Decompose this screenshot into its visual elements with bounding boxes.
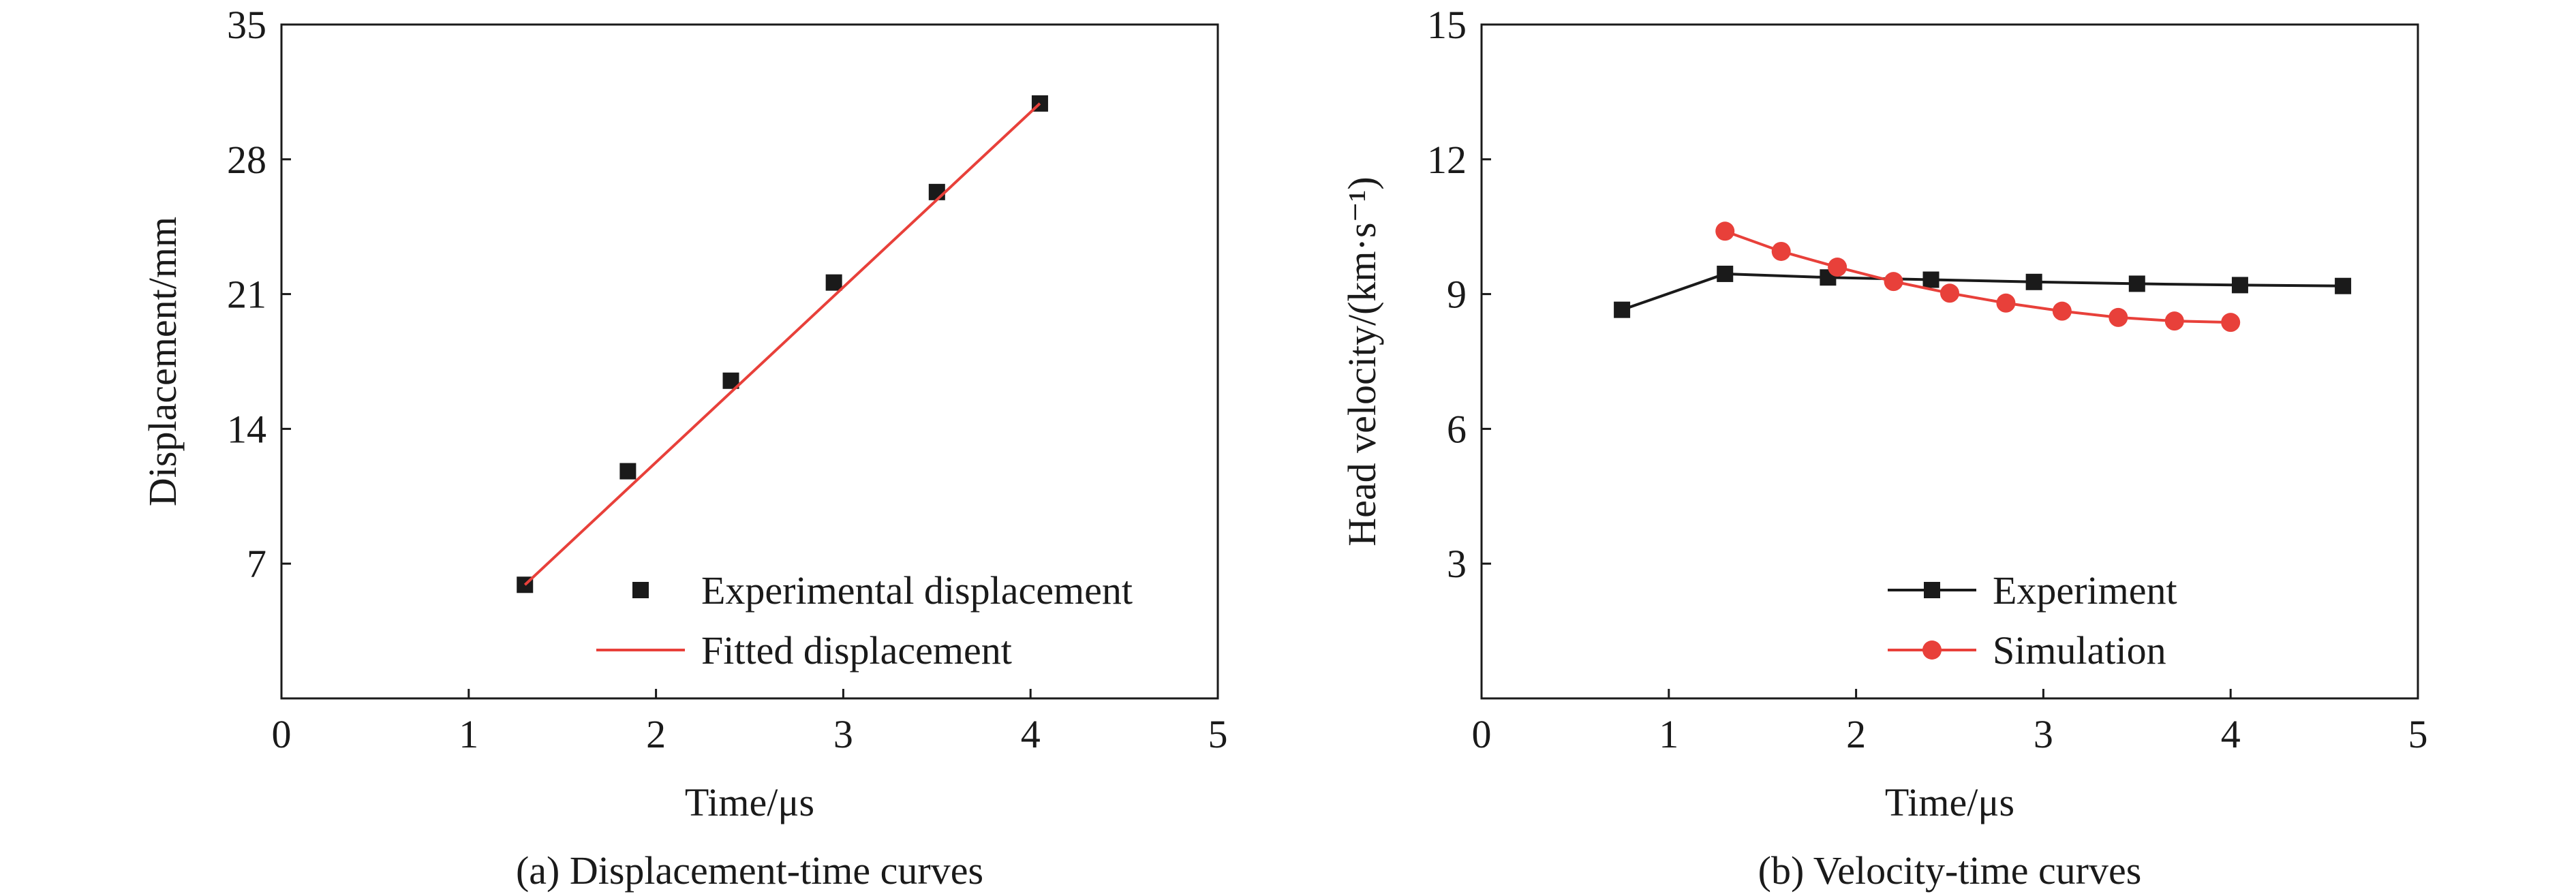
x-axis-title: Time/μs bbox=[1885, 780, 2014, 824]
data-point bbox=[1771, 241, 1791, 261]
data-point bbox=[619, 463, 637, 480]
y-tick-label: 14 bbox=[227, 407, 266, 451]
data-point bbox=[2335, 277, 2352, 294]
y-tick-label: 6 bbox=[1447, 407, 1467, 451]
data-point bbox=[2221, 313, 2241, 333]
legend-label: Experimental displacement bbox=[701, 568, 1133, 613]
series-line bbox=[1621, 272, 2344, 311]
y-tick-label: 9 bbox=[1447, 273, 1467, 317]
y-tick-label: 15 bbox=[1427, 3, 1467, 47]
x-tick-label: 2 bbox=[646, 712, 666, 756]
y-tick-label: 28 bbox=[227, 138, 266, 182]
series-fitted-displacement bbox=[523, 102, 1041, 586]
data-point bbox=[1996, 293, 2016, 313]
data-point bbox=[1715, 221, 1735, 241]
chart-panel-1: 0 1 2 3 4 5 7 14 21 28 35 Time/μs Displacement/mm (a)… bbox=[140, 3, 1228, 893]
data-point bbox=[928, 183, 945, 200]
y-axis-title: Head velocity/(km·s⁻¹) bbox=[1340, 176, 1384, 546]
y-tick-label: 35 bbox=[227, 3, 266, 47]
series-line bbox=[523, 102, 1041, 586]
y-tick-label: 3 bbox=[1447, 542, 1467, 586]
x-tick-label: 4 bbox=[1021, 712, 1041, 756]
data-point bbox=[2128, 275, 2145, 292]
x-axis-title: Time/μs bbox=[685, 780, 814, 824]
legend-label: Fitted displacement bbox=[701, 628, 1012, 673]
data-point bbox=[1940, 283, 1959, 303]
series-simulation bbox=[1715, 221, 2241, 333]
x-tick-label: 1 bbox=[459, 712, 478, 756]
legend-entry: Experimental displacement bbox=[632, 568, 1133, 613]
legend-entry: Experiment bbox=[1888, 568, 2177, 613]
data-point bbox=[1922, 271, 1939, 288]
legend-entry: Fitted displacement bbox=[596, 628, 1012, 673]
x-tick-label: 2 bbox=[1846, 712, 1866, 756]
y-axis-title: Displacement/mm bbox=[140, 217, 185, 506]
data-point bbox=[2164, 311, 2184, 331]
data-point bbox=[2109, 307, 2128, 327]
legend-label: Simulation bbox=[1993, 628, 2166, 673]
data-point bbox=[1614, 301, 1631, 318]
plot-frame bbox=[1480, 23, 2419, 700]
legend-marker bbox=[1924, 582, 1940, 598]
data-point bbox=[2231, 277, 2248, 294]
data-point bbox=[2025, 273, 2042, 290]
data-point bbox=[1884, 272, 1903, 292]
x-tick-label: 5 bbox=[1208, 712, 1228, 756]
legend-entry: Simulation bbox=[1888, 628, 2166, 673]
legend-marker bbox=[1922, 640, 1942, 660]
x-tick-label: 0 bbox=[1472, 712, 1492, 756]
x-tick-label: 3 bbox=[833, 712, 853, 756]
x-tick-label: 5 bbox=[2408, 712, 2428, 756]
x-tick-label: 0 bbox=[272, 712, 292, 756]
data-point bbox=[1828, 258, 1847, 277]
plot-frame bbox=[280, 23, 1219, 700]
y-tick-label: 21 bbox=[227, 273, 266, 317]
y-tick-label: 12 bbox=[1427, 138, 1467, 182]
data-point bbox=[825, 274, 842, 291]
data-point bbox=[2052, 301, 2072, 321]
chart-caption: (b) Velocity-time curves bbox=[1758, 848, 2142, 893]
series-line bbox=[1724, 230, 2231, 324]
chart-caption: (a) Displacement-time curves bbox=[516, 848, 983, 893]
y-tick-label: 7 bbox=[247, 542, 266, 586]
x-tick-label: 4 bbox=[2221, 712, 2241, 756]
legend-label: Experiment bbox=[1993, 568, 2177, 613]
series-experiment bbox=[1614, 265, 2352, 318]
legend-marker bbox=[632, 582, 649, 598]
x-tick-label: 3 bbox=[2034, 712, 2053, 756]
data-point bbox=[1717, 265, 1734, 282]
x-tick-label: 1 bbox=[1659, 712, 1678, 756]
